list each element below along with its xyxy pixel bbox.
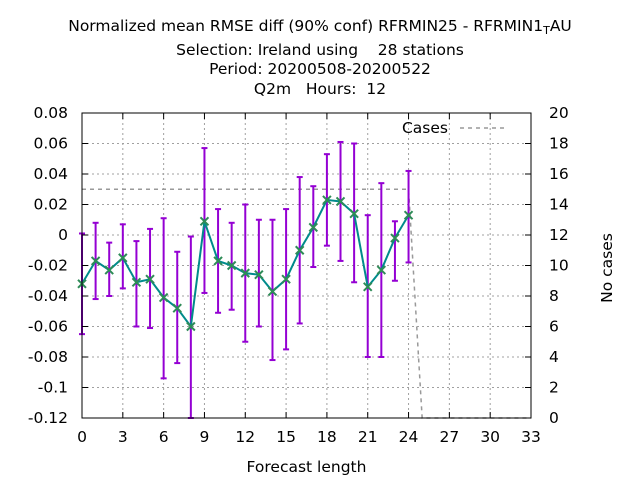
y2-tick-label: 20 bbox=[549, 104, 569, 122]
x-tick-label: 27 bbox=[439, 428, 459, 446]
y2-tick-label: 16 bbox=[549, 165, 569, 183]
y-tick-label: -0.06 bbox=[28, 318, 68, 336]
data-point-stroke bbox=[335, 196, 346, 207]
y2-tick-label: 14 bbox=[549, 196, 569, 214]
data-point bbox=[403, 210, 414, 220]
data-point-stroke bbox=[294, 245, 305, 255]
chart-title: Normalized mean RMSE diff (90% conf) RFR… bbox=[0, 17, 640, 99]
data-point bbox=[390, 233, 400, 243]
data-point bbox=[199, 216, 210, 226]
title-line-3: Period: 20200508-20200522 bbox=[209, 60, 431, 78]
x-tick-label: 18 bbox=[317, 428, 337, 446]
data-point-stroke bbox=[172, 303, 182, 313]
data-point-stroke bbox=[254, 269, 264, 280]
y-tick-label: -0.04 bbox=[28, 287, 68, 305]
y-tick-label: -0.12 bbox=[28, 409, 68, 427]
data-point-stroke bbox=[376, 265, 387, 275]
data-point bbox=[213, 256, 223, 266]
data-point-stroke bbox=[90, 256, 101, 266]
data-point bbox=[322, 195, 332, 205]
y2-axis-label: No cases bbox=[598, 233, 616, 303]
data-point-stroke bbox=[390, 233, 400, 243]
x-tick-label: 24 bbox=[399, 428, 419, 446]
title-line-1: Normalized mean RMSE diff (90% conf) RFR… bbox=[0, 17, 640, 41]
y2-tick-label: 2 bbox=[549, 379, 559, 397]
title-line-2: Selection: Ireland using 28 stations bbox=[176, 40, 464, 59]
y-tick-label: 0.06 bbox=[33, 135, 68, 153]
legend-label-cases: Cases bbox=[402, 119, 448, 137]
y-tick-label: 0.02 bbox=[33, 196, 68, 214]
data-point-stroke bbox=[226, 260, 237, 271]
data-point-stroke bbox=[131, 277, 142, 287]
y-tick-label: -0.02 bbox=[28, 257, 68, 275]
data-point bbox=[349, 208, 359, 219]
data-point bbox=[240, 268, 250, 278]
title-line-1-main: Normalized mean RMSE diff (90% conf) RFR… bbox=[68, 17, 544, 35]
data-point bbox=[335, 196, 346, 207]
y-tick-label: -0.1 bbox=[38, 379, 68, 397]
data-point bbox=[158, 292, 169, 303]
y2-tick-label: 8 bbox=[549, 287, 559, 305]
y2-tick-label: 4 bbox=[549, 348, 559, 366]
data-point bbox=[267, 286, 278, 297]
x-axis-label: Forecast length bbox=[247, 458, 367, 476]
data-point-stroke bbox=[322, 195, 332, 205]
x-tick-label: 21 bbox=[358, 428, 378, 446]
data-point-stroke bbox=[403, 210, 414, 220]
data-point-stroke bbox=[240, 268, 250, 278]
data-point-stroke bbox=[118, 253, 128, 263]
y-tick-label: -0.08 bbox=[28, 348, 68, 366]
data-point bbox=[226, 260, 237, 271]
data-markers bbox=[77, 195, 414, 332]
data-point-stroke bbox=[145, 274, 155, 284]
data-point bbox=[254, 269, 264, 280]
title-line-4: Q2m Hours: 12 bbox=[253, 79, 387, 98]
data-point bbox=[104, 265, 114, 275]
data-point-stroke bbox=[363, 282, 373, 292]
data-point bbox=[281, 274, 291, 284]
x-tick-label: 12 bbox=[235, 428, 255, 446]
y2-tick-label: 0 bbox=[549, 409, 559, 427]
x-tick-label: 9 bbox=[200, 428, 210, 446]
y2-tick-label: 12 bbox=[549, 226, 569, 244]
y-tick-label: 0.08 bbox=[33, 104, 68, 122]
x-tick-label: 3 bbox=[118, 428, 128, 446]
x-tick-label: 15 bbox=[276, 428, 296, 446]
y2-tick-label: 18 bbox=[549, 135, 569, 153]
x-tick-label: 6 bbox=[159, 428, 169, 446]
data-point-stroke bbox=[281, 274, 291, 284]
data-point bbox=[308, 222, 319, 233]
data-point-stroke bbox=[199, 216, 210, 226]
data-point-stroke bbox=[308, 222, 319, 233]
data-point-stroke bbox=[267, 286, 278, 297]
title-line-1-sub: T bbox=[543, 24, 550, 37]
data-point bbox=[118, 253, 128, 263]
data-point bbox=[131, 277, 142, 287]
data-point bbox=[363, 282, 373, 292]
data-point-stroke bbox=[104, 265, 114, 275]
x-tick-label: 33 bbox=[521, 428, 541, 446]
data-point bbox=[172, 303, 182, 313]
y2-tick-label: 6 bbox=[549, 318, 559, 336]
legend: Cases bbox=[402, 119, 506, 137]
data-point-stroke bbox=[213, 256, 223, 266]
y-tick-label: 0 bbox=[58, 226, 68, 244]
y-tick-label: 0.04 bbox=[33, 165, 68, 183]
x-tick-label: 0 bbox=[77, 428, 87, 446]
data-point-stroke bbox=[186, 321, 196, 332]
y2-tick-label: 10 bbox=[549, 257, 569, 275]
data-point bbox=[294, 245, 305, 255]
x-tick-label: 30 bbox=[480, 428, 500, 446]
data-point bbox=[376, 265, 387, 275]
data-point-stroke bbox=[158, 292, 169, 303]
data-point-stroke bbox=[349, 208, 359, 219]
axis-ticks: 0 3 6 9 12 15 18 21 24 27 30 33-0.12-0.1-0.08-0.06-… bbox=[28, 104, 569, 446]
data-point bbox=[145, 274, 155, 284]
data-point bbox=[90, 256, 101, 266]
data-point bbox=[186, 321, 196, 332]
title-line-1-tail: AU bbox=[549, 17, 572, 35]
